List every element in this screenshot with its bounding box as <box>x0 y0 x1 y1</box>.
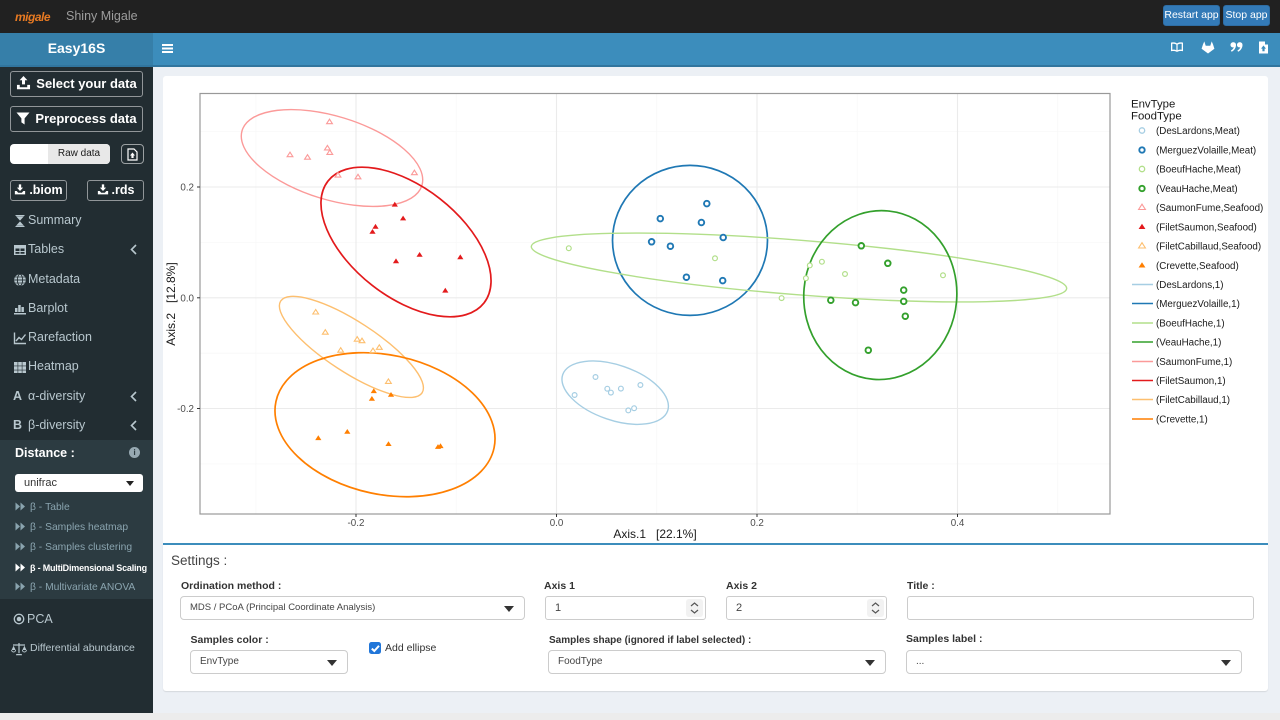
svg-text:0.0: 0.0 <box>180 293 194 304</box>
svg-text:0.0: 0.0 <box>550 518 564 529</box>
svg-text:Axis.1 [22.1%]: Axis.1 [22.1%] <box>613 527 696 541</box>
svg-text:(SaumonFume,1): (SaumonFume,1) <box>1156 357 1232 368</box>
svg-text:(DesLardons,1): (DesLardons,1) <box>1156 280 1224 291</box>
svg-text:(Crevette,Seafood): (Crevette,Seafood) <box>1156 261 1239 272</box>
svg-text:-0.2: -0.2 <box>348 518 365 529</box>
svg-text:(VeauHache,Meat): (VeauHache,Meat) <box>1156 184 1238 195</box>
svg-text:(SaumonFume,Seafood): (SaumonFume,Seafood) <box>1156 203 1263 214</box>
svg-text:(FiletCabillaud,Seafood): (FiletCabillaud,Seafood) <box>1156 242 1261 253</box>
svg-text:(FiletSaumon,Seafood): (FiletSaumon,Seafood) <box>1156 223 1257 234</box>
svg-text:(BoeufHache,1): (BoeufHache,1) <box>1156 319 1225 330</box>
svg-text:EnvType: EnvType <box>1131 99 1175 111</box>
svg-text:(FiletSaumon,1): (FiletSaumon,1) <box>1156 376 1226 387</box>
svg-text:(BoeufHache,Meat): (BoeufHache,Meat) <box>1156 165 1241 176</box>
svg-text:FoodType: FoodType <box>1131 111 1182 123</box>
svg-text:0.4: 0.4 <box>951 518 965 529</box>
svg-text:-0.2: -0.2 <box>177 404 194 415</box>
svg-text:0.2: 0.2 <box>180 183 194 194</box>
svg-text:Axis.2 [12.8%]: Axis.2 [12.8%] <box>164 262 178 345</box>
svg-text:(FiletCabillaud,1): (FiletCabillaud,1) <box>1156 395 1230 406</box>
svg-text:(VeauHache,1): (VeauHache,1) <box>1156 338 1221 349</box>
svg-text:(Crevette,1): (Crevette,1) <box>1156 415 1208 426</box>
svg-text:(DesLardons,Meat): (DesLardons,Meat) <box>1156 126 1240 137</box>
svg-text:0.2: 0.2 <box>750 518 764 529</box>
svg-text:(MerguezVolaille,1): (MerguezVolaille,1) <box>1156 299 1240 310</box>
svg-text:(MerguezVolaille,Meat): (MerguezVolaille,Meat) <box>1156 146 1256 157</box>
